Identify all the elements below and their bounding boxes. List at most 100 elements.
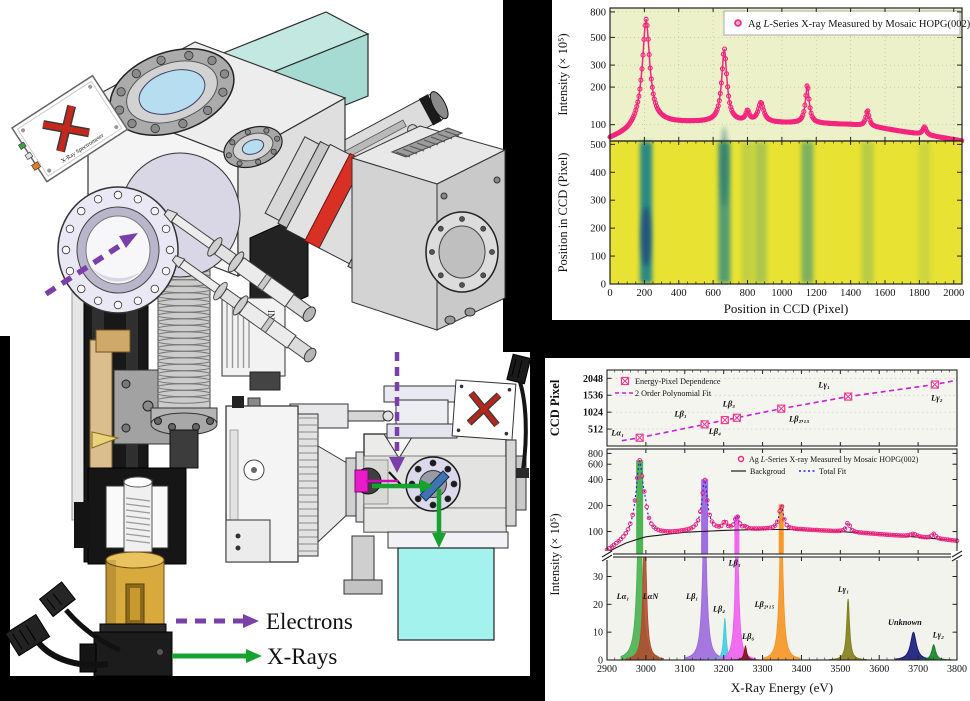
fitted-components [620,557,953,660]
svg-text:3400: 3400 [791,664,811,675]
apparatus-diagram: INC [0,0,532,677]
top-flange-viewport [109,48,235,136]
chartA-ylabel-bottom: Position in CCD (Pixel) [556,153,570,273]
svg-text:3500: 3500 [830,664,850,675]
cad-svg: INC [0,0,532,677]
measured-data-points [604,458,960,553]
chartB-ylabel-ccd: CCD Pixel [548,379,562,436]
chartB-ylabel-intensity: Intensity (× 10⁵) [548,513,562,595]
svg-text:0: 0 [598,656,603,667]
svg-text:3000: 3000 [636,664,656,675]
svg-text:1200: 1200 [806,288,827,299]
ccd-streaks [640,126,931,283]
svg-text:30: 30 [593,572,603,583]
component-label: Lγ₂ [932,631,945,640]
power-cables [4,581,121,668]
svg-text:20: 20 [593,600,603,611]
component-label: Lβ₁ [685,592,698,601]
component-Lβ₃ [717,557,756,660]
svg-text:3200: 3200 [714,664,734,675]
inset-electron-arrow [389,352,405,473]
svg-text:1024: 1024 [583,408,603,419]
electrons-legend: Electrons [176,609,353,634]
inset-xray-arrow-horizontal [372,479,433,493]
detector-collar [387,531,509,549]
inset-label-card [451,379,517,441]
support-post [343,535,383,595]
svg-text:Lβ₃: Lβ₃ [722,399,736,409]
component-label: Lβ₄ [712,604,725,613]
total-fit-line [606,460,958,551]
svg-text:1600: 1600 [875,288,896,299]
svg-text:200: 200 [588,501,603,512]
svg-text:400: 400 [590,168,606,179]
heatsink-fins [390,127,464,158]
svg-text:2 Order Polynomial Fit: 2 Order Polynomial Fit [635,389,712,398]
chartB-xlabel: X-Ray Energy (eV) [731,680,833,695]
svg-text:Lβ₂,₁₅: Lβ₂,₁₅ [788,414,810,424]
svg-text:0: 0 [607,288,612,299]
svg-text:Lα₁: Lα₁ [610,428,624,438]
component-Lγ₁ [829,598,868,660]
svg-text:800: 800 [590,7,606,18]
svg-text:3600: 3600 [869,664,889,675]
electrons-label: Electrons [266,609,353,634]
svg-text:100: 100 [590,120,606,131]
component-label: Lβ₆ [741,632,754,641]
svg-text:3700: 3700 [908,664,928,675]
electron-beam-arrow [44,233,138,297]
energy-calibration-figure: Lα₁ Lβ₁ Lβ₄ Lβ₃ Lβ₂,₁₅ Lγ₁ Lγ₂ Energy-Pixel Dep… [545,358,970,701]
ccd-image-area [610,141,962,284]
component-Lβ₁ [685,557,724,660]
linear-actuator [79,623,173,677]
component-label: Lβ₃ [727,558,740,567]
svg-text:100: 100 [590,252,606,263]
svg-text:500: 500 [590,33,606,44]
svg-text:3300: 3300 [753,664,773,675]
svg-text:Ag L-Series X-ray Measured by: Ag L-Series X-ray Measured by Mosaic HOP… [749,455,919,464]
chartA-ylabel-top: Intensity (× 10⁵) [556,33,570,115]
svg-text:0: 0 [601,280,606,291]
svg-text:200: 200 [590,83,606,94]
svg-text:Backgroud: Backgroud [750,467,785,476]
calibration-legend: Energy-Pixel Dependence 2 Order Polynomia… [615,376,721,398]
svg-text:2048: 2048 [583,374,603,385]
svg-text:500: 500 [590,140,606,151]
svg-text:Lγ₁: Lγ₁ [817,380,830,390]
chartA-legend: Ag L-Series X-ray Measured by Mosaic HOP… [723,10,970,36]
hopg-crystal [419,470,450,502]
ccd-spectrum-figure: Ag L-Series X-ray Measured by Mosaic HOP… [552,0,970,320]
svg-text:200: 200 [637,288,653,299]
manipulator-rod-lower [171,255,317,363]
inset-side-view [225,352,532,641]
svg-text:1536: 1536 [583,391,603,402]
svg-text:Ag L-Series X-ray Measured by: Ag L-Series X-ray Measured by Mosaic HOP… [748,19,970,30]
svg-text:10: 10 [593,628,603,639]
component-label: Lβ₂,₁₅ [753,600,774,609]
crosshead-frame [74,467,187,565]
calibration-points: Lα₁ Lβ₁ Lβ₄ Lβ₃ Lβ₂,₁₅ Lγ₁ Lγ₂ [610,380,943,442]
component-label: LαN [642,592,660,601]
small-flange-viewport [223,125,283,169]
spectrum-curve [607,16,965,144]
motor-block [350,125,507,331]
crystal-flange [405,456,461,512]
component-label: Lγ₁ [837,585,850,594]
manipulator-rod-upper [163,208,316,322]
viewport-glass [138,69,206,115]
fit-legend: Ag L-Series X-ray Measured by Mosaic HOP… [731,455,919,476]
svg-text:1800: 1800 [909,288,930,299]
svg-text:Lβ₁: Lβ₁ [673,408,687,418]
svg-text:600: 600 [705,288,721,299]
svg-text:100: 100 [588,527,603,538]
svg-text:Energy-Pixel Dependence: Energy-Pixel Dependence [635,377,721,386]
svg-text:600: 600 [588,460,603,471]
component-label: Lα₁ [616,592,630,601]
svg-text:3800: 3800 [947,664,967,675]
svg-text:512: 512 [588,425,603,436]
label-card: X-Ray Spectrometer [10,74,129,183]
chartA-xlabel: Position in CCD (Pixel) [724,301,849,316]
camera-box [225,396,319,563]
svg-text:1000: 1000 [771,288,792,299]
